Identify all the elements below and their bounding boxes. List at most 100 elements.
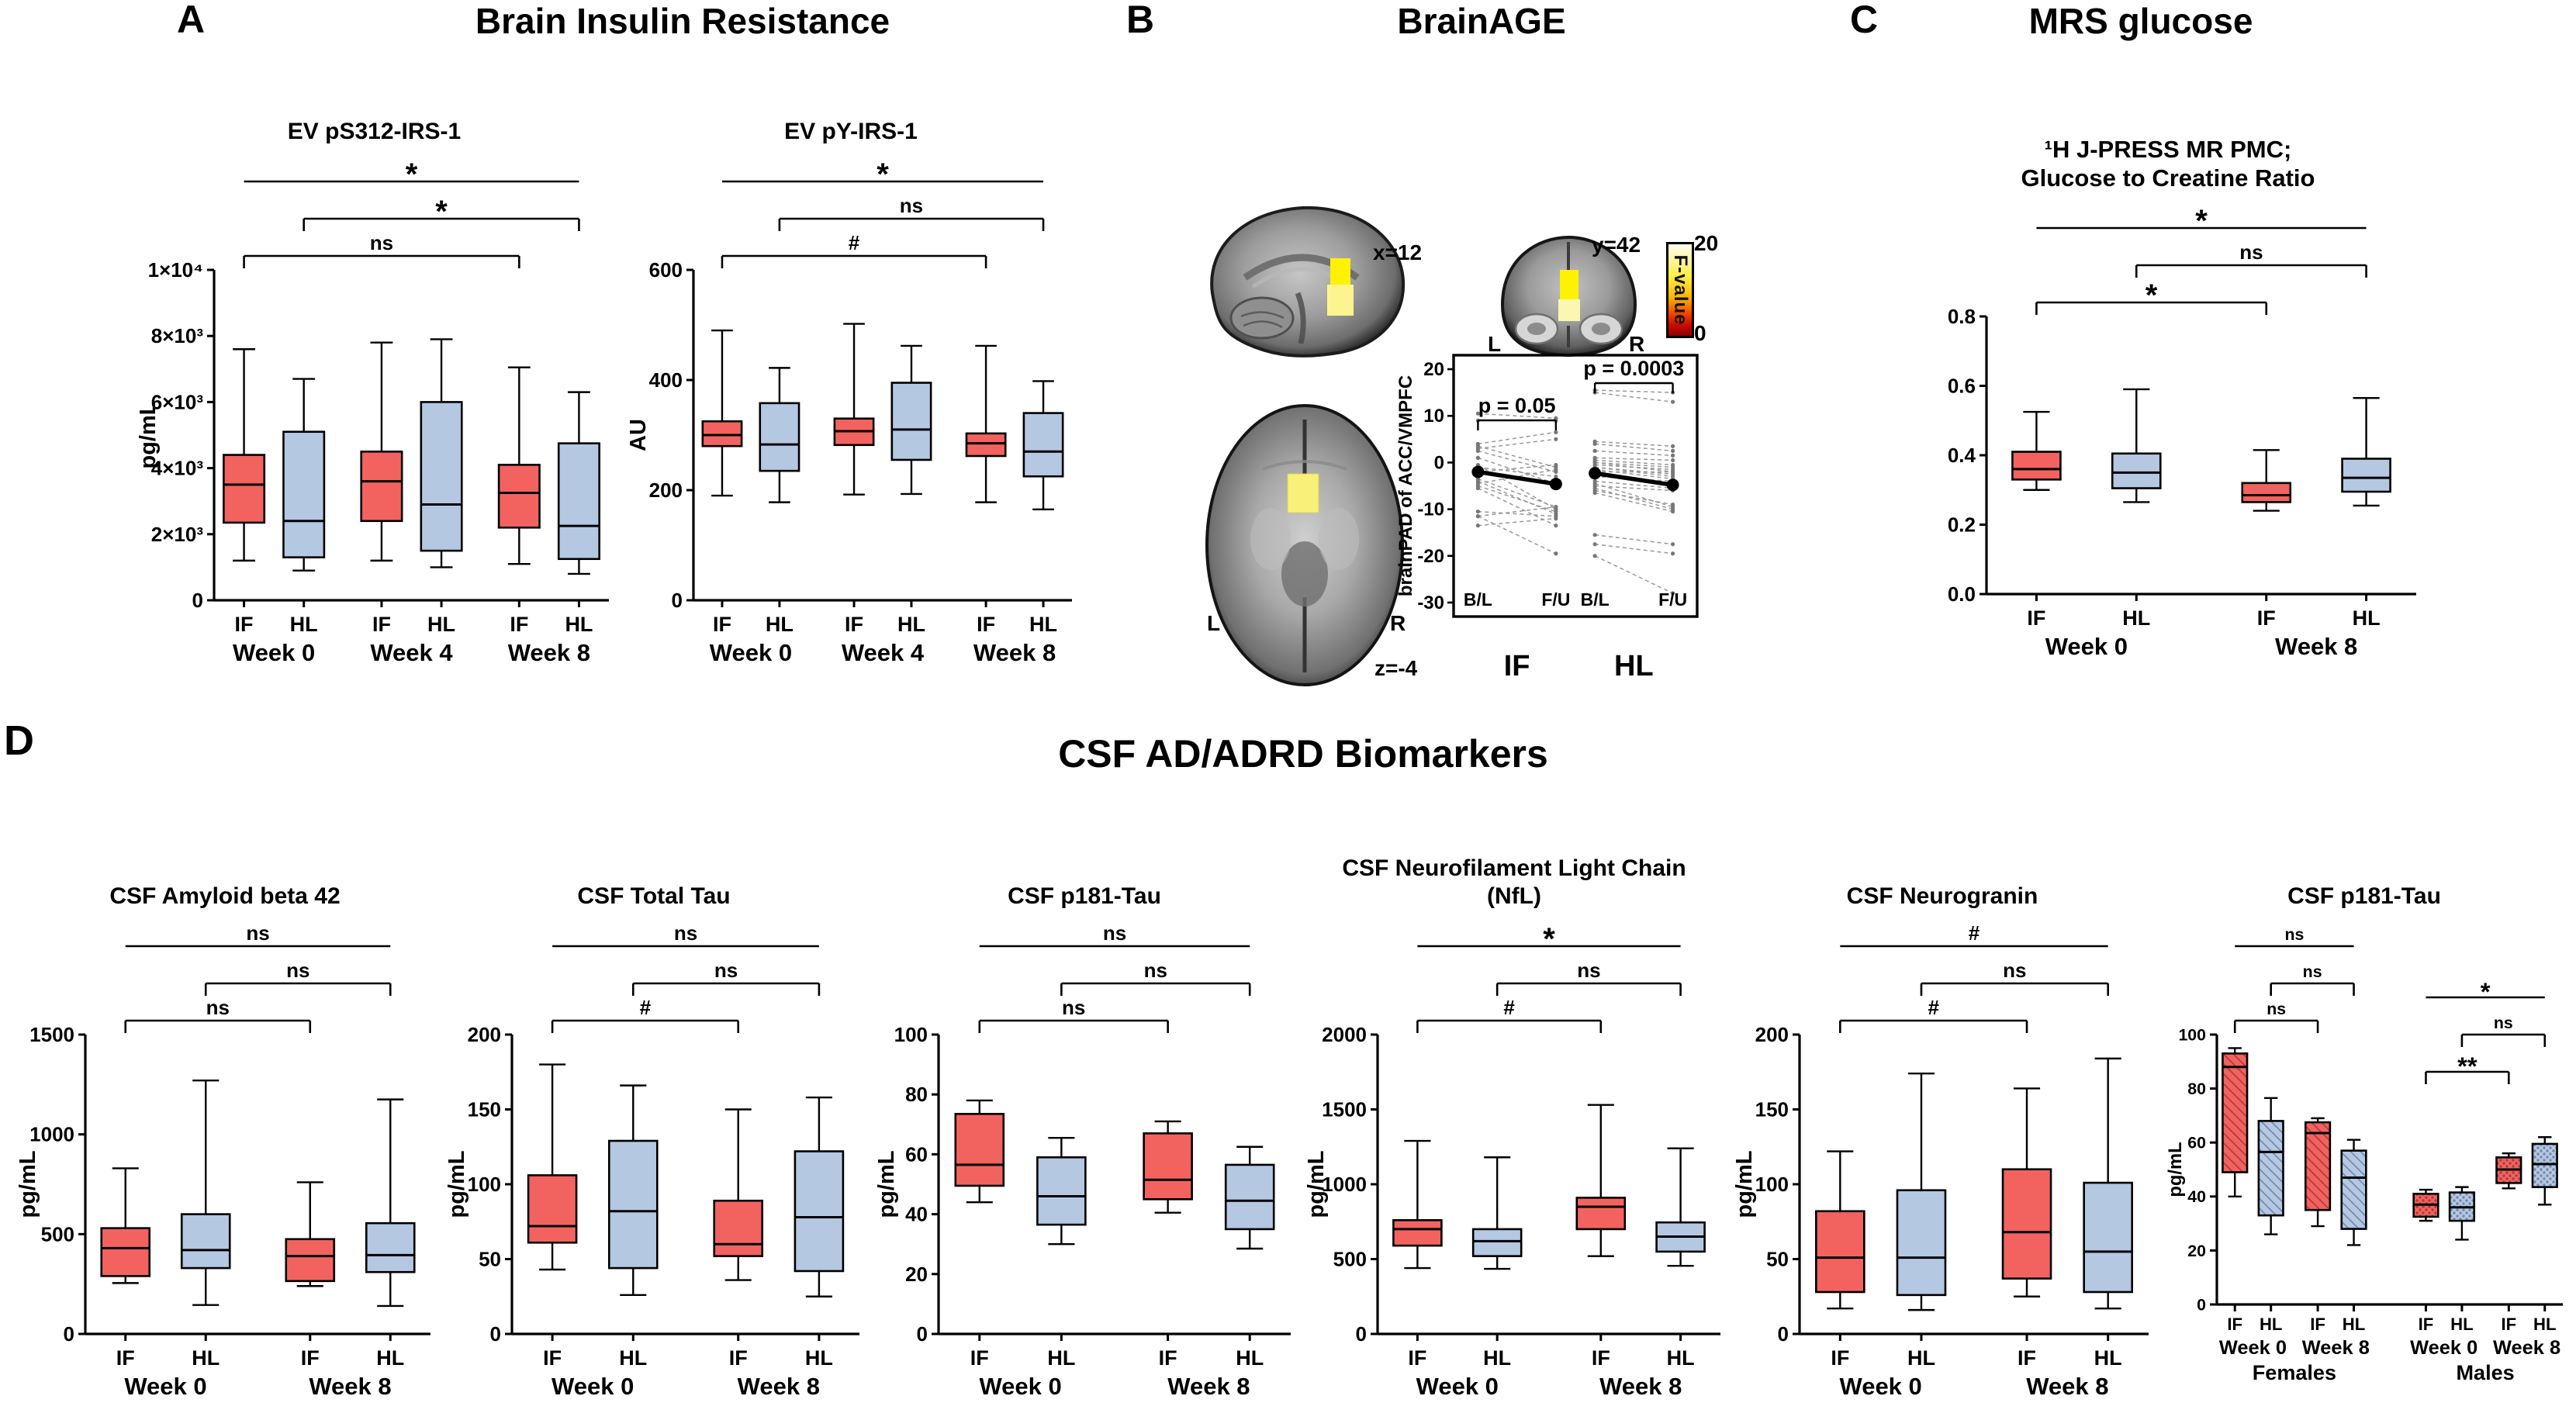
cluster-label: Males [2457,1361,2515,1384]
significance-label: ** [2457,1052,2477,1080]
boxplot-ev-ps312-svg: 0 2×10³ 4×10³ 6×10³ 8×10³ 1×10⁴ pg/mL IF HL IF HL I… [136,157,609,666]
box-hl: HL [1036,1136,1087,1370]
boxplot-ev-py-svg: 0 200 400 600 AU IF HL IF HL IF HL Week 0 Week 4 Week… [626,157,1072,666]
significance-label: * [435,195,448,229]
axial-right-label: R [1390,611,1406,635]
box-if: IF [497,366,541,636]
significance-label: # [640,996,652,1019]
box-hl: HL [1022,380,1064,636]
box-if: IF [2222,1047,2249,1334]
box-if: IF [833,323,875,636]
significance-ns: ns [1060,959,1251,996]
colorbar-max-label: 20 [1694,231,1719,255]
y-tick-label: 20 [2187,1242,2206,1260]
y-axis: 0 50 100 150 200 pg/mL [444,1023,859,1346]
y-tick-label: 150 [468,1098,501,1121]
x-tick-label: HL [1907,1346,1935,1370]
significance-ns: ns [979,921,1250,948]
group-label: Week 0 [552,1373,634,1400]
boxplot-csf-p181-tau-by-sex: CSF p181-Tau 0 20 40 60 80 100 pg/mL IF HL IF HL IF… [2158,844,2571,1422]
x-tick-label: HL [2122,606,2150,630]
x-tick-label: IF [845,613,863,636]
y-tick-label: 60 [905,1142,928,1166]
y-tick-label: 100 [1755,1173,1789,1196]
boxplot-mrs-svg: 0.0 0.2 0.4 0.6 0.8 IF HL IF HL Week 0 Week 8 * ns * [1948,204,2416,660]
box-if: IF [100,1167,151,1370]
significance-ns: ns [2460,1014,2547,1047]
y-tick-label: 40 [2187,1187,2206,1206]
box-hl: HL [282,378,326,636]
boxplot-csf-p181-tau-sex-svg: 0 20 40 60 80 100 pg/mL IF HL IF HL IF HL IF HL Week 0 W… [2165,925,2563,1384]
y-tick-label: 6×10³ [151,390,204,413]
y-axis-label: brainPAD of ACC/VMPFC [1396,375,1416,596]
group-label: Week 8 [1599,1373,1682,1400]
significance-label: * [2146,278,2158,313]
y-tick-label: 40 [905,1203,928,1226]
boxplot-ev-py-irs1: EV pY-IRS-1 0 200 400 600 AU IF HL IF HL IF HL Week… [622,110,1080,689]
significance-label: ns [246,921,269,945]
significance-marker: # [1839,996,2028,1033]
significance-label: * [877,157,889,192]
y-tick-label: 1500 [1322,1098,1367,1121]
significance-label: ns [2267,1000,2286,1018]
y-axis-label: AU [626,419,651,451]
significance-ns: ns [2135,240,2367,278]
y-tick-label: 20 [905,1263,928,1286]
y-tick-label: 0 [1434,452,1444,473]
y-axis-label: pg/mL [2165,1142,2186,1197]
significance-label: ns [1062,996,1085,1019]
boxplot-csf-abeta42: CSF Amyloid beta 42 0 500 1000 1500 pg/mL IF H… [12,844,438,1422]
x-tick-label: HL [1667,1346,1695,1370]
significance-ns: ns [1920,959,2109,996]
y-tick-label: 0.8 [1948,305,1976,328]
coronal-right-label: R [1629,332,1645,356]
panel-d-title: CSF AD/ADRD Biomarkers [1058,732,1548,776]
y-tick-label: 8×10³ [151,324,204,347]
y-tick-label: 50 [1766,1248,1789,1271]
group-label: Week 4 [842,639,925,666]
significance-ns: ns [978,996,1169,1033]
significance-label: ns [2284,925,2304,944]
box-if: IF [2011,410,2062,630]
x-tick-label: HL [427,613,455,636]
significance-label: ns [2003,959,2026,982]
significance-label: # [849,231,860,254]
y-tick-label: 600 [649,258,683,282]
significance-label: * [406,157,418,192]
group-label: Week 8 [309,1373,391,1400]
significance-label: ns [286,959,309,982]
p-value-label: p = 0.05 [1478,394,1556,417]
sagittal-brain-image [1210,206,1406,358]
box-if: IF [1392,1139,1443,1370]
x-tick-label: IF [372,613,391,636]
y-axis-label: pg/mL [1304,1151,1329,1218]
x-tick-label: HL [1483,1346,1511,1370]
y-axis-label: pg/mL [16,1151,40,1218]
box-if: IF [1575,1104,1627,1370]
y-tick-label: 0.2 [1948,513,1976,537]
box-if: IF [2412,1188,2439,1334]
x-tick-label: IF [2501,1315,2516,1334]
csf-nfl-title-line1: CSF Neurofilament Light Chain [1342,855,1686,881]
group-label: Week 8 [2275,633,2357,660]
colorbar-title: F-value [1670,254,1691,326]
group-label: Week 0 [2045,633,2128,660]
x-tick-label: IF [2419,1315,2434,1334]
x-tick-label: HL [2450,1315,2474,1334]
box-hl: HL [607,1084,659,1370]
csf-neurogranin-title: CSF Neurogranin [1846,883,2038,909]
y-tick-label: 200 [1755,1023,1789,1046]
significance-ns: ns [124,996,312,1033]
group-label: Week 0 [710,639,792,666]
axial-coordinate-label: z=-4 [1374,656,1418,680]
panel-a-label: A [177,0,206,41]
x-tick-label: B/L [1581,589,1610,610]
significance-marker: # [1416,996,1603,1033]
x-tick-label: IF [977,613,995,636]
y-axis: 0 500 1000 1500 pg/mL [16,1023,430,1346]
y-tick-label: 200 [649,479,683,502]
y-tick-label: 400 [649,368,683,392]
